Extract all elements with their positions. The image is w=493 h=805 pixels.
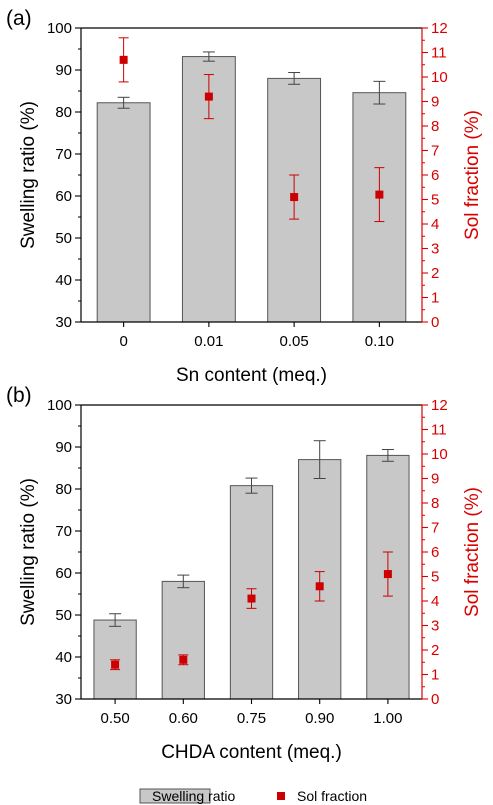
point-sol-fraction xyxy=(111,660,120,669)
y2-tick-label: 8 xyxy=(431,495,439,512)
point-sol-fraction xyxy=(204,92,213,101)
y2-tick-label: 1 xyxy=(431,667,439,684)
point-sol-fraction xyxy=(290,193,299,202)
y2-tick-label: 11 xyxy=(431,422,447,439)
y2-tick-label: 4 xyxy=(431,216,439,233)
y2-tick-label: 6 xyxy=(431,544,439,561)
point-sol-fraction xyxy=(247,594,256,603)
y-tick-label: 100 xyxy=(47,397,72,414)
y-tick-label: 50 xyxy=(55,607,72,624)
y2-tick-label: 8 xyxy=(431,118,439,135)
legend-label-sol-fraction: Sol fraction xyxy=(297,788,367,804)
point-sol-fraction xyxy=(119,55,128,64)
y2-tick-label: 2 xyxy=(431,265,439,282)
y2-tick-label: 11 xyxy=(431,45,447,62)
y-tick-label: 80 xyxy=(55,104,72,121)
y2-tick-label: 0 xyxy=(431,691,439,708)
y2-tick-label: 5 xyxy=(431,192,439,209)
y2-tick-label: 3 xyxy=(431,618,439,635)
y-tick-label: 30 xyxy=(55,314,72,331)
legend-swatch-sol-fraction xyxy=(277,792,285,800)
y-tick-label: 60 xyxy=(55,565,72,582)
x-tick-label: 0.05 xyxy=(280,333,309,350)
x-tick-label: 0.50 xyxy=(100,710,129,727)
y-tick-label: 80 xyxy=(55,481,72,498)
y2-tick-label: 7 xyxy=(431,520,439,537)
y-axis-title-left: Swelling ratio (%) xyxy=(18,478,39,626)
y-tick-label: 100 xyxy=(47,20,72,37)
y2-tick-label: 0 xyxy=(431,314,439,331)
y-tick-label: 90 xyxy=(55,62,72,79)
y-tick-label: 50 xyxy=(55,230,72,247)
x-tick-label: 0.60 xyxy=(169,710,198,727)
y-axis-title-left: Swelling ratio (%) xyxy=(18,101,39,249)
x-tick-label: 1.00 xyxy=(373,710,402,727)
legend-label-swelling-ratio: Swelling ratio xyxy=(152,788,235,804)
y2-tick-label: 7 xyxy=(431,143,439,160)
y2-tick-label: 12 xyxy=(431,20,448,37)
y-axis-title-right: Sol fraction (%) xyxy=(462,487,483,617)
point-sol-fraction xyxy=(375,190,384,199)
x-tick-label: 0 xyxy=(119,333,127,350)
y2-tick-label: 12 xyxy=(431,397,448,414)
bar-swelling-ratio xyxy=(96,102,151,323)
y2-tick-label: 4 xyxy=(431,593,439,610)
y2-tick-label: 9 xyxy=(431,471,439,488)
panel-label: (b) xyxy=(6,384,32,407)
legend-swatch-swelling-ratio xyxy=(139,788,211,804)
point-sol-fraction xyxy=(179,655,188,664)
x-axis-title: Sn content (meq.) xyxy=(176,365,327,386)
y2-tick-label: 6 xyxy=(431,167,439,184)
y2-tick-label: 9 xyxy=(431,94,439,111)
y-tick-label: 40 xyxy=(55,649,72,666)
point-sol-fraction xyxy=(383,570,392,579)
y2-tick-label: 10 xyxy=(431,69,448,86)
y2-tick-label: 10 xyxy=(431,446,448,463)
y-tick-label: 60 xyxy=(55,188,72,205)
y-tick-label: 70 xyxy=(55,146,72,163)
panel-label: (a) xyxy=(6,7,32,30)
y-tick-label: 40 xyxy=(55,272,72,289)
legend: Swelling ratio Sol fraction xyxy=(139,788,367,804)
y-tick-label: 70 xyxy=(55,523,72,540)
y2-tick-label: 3 xyxy=(431,241,439,258)
y2-tick-label: 5 xyxy=(431,569,439,586)
point-sol-fraction xyxy=(315,582,324,591)
bar-swelling-ratio xyxy=(161,580,205,700)
x-tick-label: 0.10 xyxy=(365,333,394,350)
y-tick-label: 30 xyxy=(55,691,72,708)
y2-tick-label: 2 xyxy=(431,642,439,659)
panel-b: (b)3040506070809010001234567891011120.50… xyxy=(6,384,483,763)
x-axis-title: CHDA content (meq.) xyxy=(161,742,342,763)
x-tick-label: 0.75 xyxy=(237,710,266,727)
y-axis-title-right: Sol fraction (%) xyxy=(462,110,483,240)
x-tick-label: 0.90 xyxy=(305,710,334,727)
y-tick-label: 90 xyxy=(55,439,72,456)
x-tick-label: 0.01 xyxy=(194,333,223,350)
y2-tick-label: 1 xyxy=(431,290,439,307)
